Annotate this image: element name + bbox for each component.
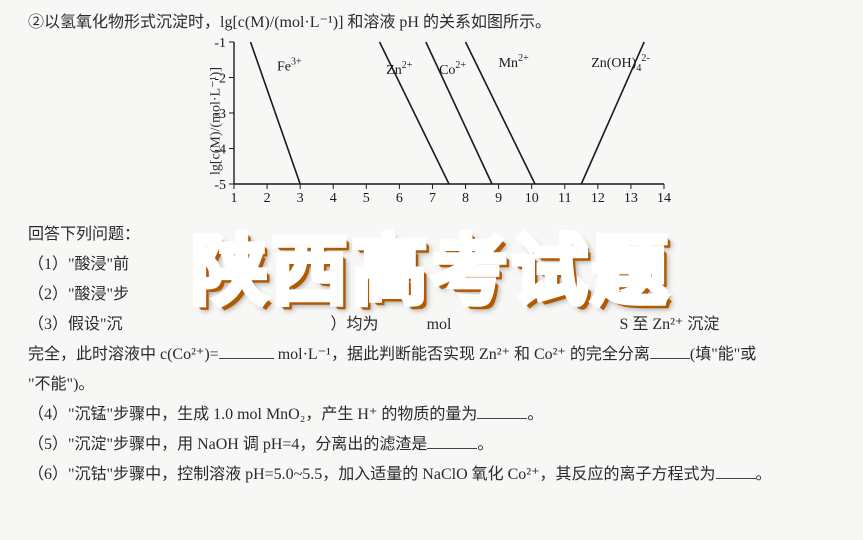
blank-q4: [477, 403, 527, 419]
svg-text:Zn(OH)42-: Zn(OH)42-: [591, 53, 649, 74]
svg-text:10: 10: [524, 191, 538, 206]
intro-line: ②以氢氧化物形式沉淀时，lg[c(M)/(mol·L⁻¹)] 和溶液 pH 的关…: [0, 0, 863, 34]
q5-b: 。: [477, 436, 493, 453]
q3-l2b: mol·L⁻¹，据此判断能否实现 Zn²⁺ 和 Co²⁺ 的完全分离: [274, 346, 650, 363]
q4-a: （4）"沉锰"步骤中，生成 1.0 mol MnO₂，产生 H⁺ 的物质的量为: [28, 406, 477, 423]
svg-text:13: 13: [623, 191, 637, 206]
watermark-banner: 陕西高考试题: [192, 210, 672, 320]
svg-text:5: 5: [362, 191, 369, 206]
chart-svg: -1-2-3-4-51234567891011121314Fe3+Zn2+Co2…: [192, 36, 672, 206]
svg-text:Zn2+: Zn2+: [386, 60, 413, 78]
q5: （5）"沉淀"步骤中，用 NaOH 调 pH=4，分离出的滤渣是 。: [0, 427, 863, 457]
svg-text:9: 9: [495, 191, 502, 206]
q3-line2: 完全，此时溶液中 c(Co²⁺)= mol·L⁻¹，据此判断能否实现 Zn²⁺ …: [0, 337, 863, 367]
q3-a: （3）假设"沉: [28, 316, 123, 333]
svg-text:Co2+: Co2+: [439, 60, 466, 78]
svg-text:8: 8: [462, 191, 469, 206]
solubility-chart: lg[c(M)/(mol·L⁻¹)] -1-2-3-4-512345678910…: [192, 36, 672, 206]
blank-q5: [427, 433, 477, 449]
q4: （4）"沉锰"步骤中，生成 1.0 mol MnO₂，产生 H⁺ 的物质的量为 。: [0, 397, 863, 427]
svg-text:7: 7: [428, 191, 435, 206]
q3-line3: "不能")。: [0, 367, 863, 397]
blank-q6: [716, 463, 756, 479]
svg-text:6: 6: [395, 191, 402, 206]
svg-text:14: 14: [657, 191, 671, 206]
svg-text:1: 1: [230, 191, 237, 206]
q6: （6）"沉钴"步骤中，控制溶液 pH=5.0~5.5，加入适量的 NaClO 氧…: [0, 457, 863, 487]
blank-co: [219, 343, 274, 359]
q4-b: 。: [527, 406, 543, 423]
q3-l2a: 完全，此时溶液中 c(Co²⁺)=: [28, 346, 219, 363]
svg-text:-5: -5: [214, 178, 226, 193]
svg-text:4: 4: [329, 191, 336, 206]
chart-container: lg[c(M)/(mol·L⁻¹)] -1-2-3-4-512345678910…: [0, 36, 863, 211]
svg-text:2: 2: [263, 191, 270, 206]
q3-l2c: (填"能"或: [690, 346, 756, 363]
svg-text:11: 11: [558, 191, 571, 206]
q6-b: 。: [756, 466, 772, 483]
svg-text:Mn2+: Mn2+: [498, 53, 528, 71]
q5-a: （5）"沉淀"步骤中，用 NaOH 调 pH=4，分离出的滤渣是: [28, 436, 427, 453]
y-axis-label: lg[c(M)/(mol·L⁻¹)]: [207, 67, 224, 175]
svg-text:3: 3: [296, 191, 303, 206]
svg-text:12: 12: [590, 191, 604, 206]
svg-text:Fe3+: Fe3+: [277, 56, 302, 74]
svg-text:-1: -1: [214, 36, 226, 51]
q6-a: （6）"沉钴"步骤中，控制溶液 pH=5.0~5.5，加入适量的 NaClO 氧…: [28, 466, 716, 483]
blank-judge: [650, 343, 690, 359]
